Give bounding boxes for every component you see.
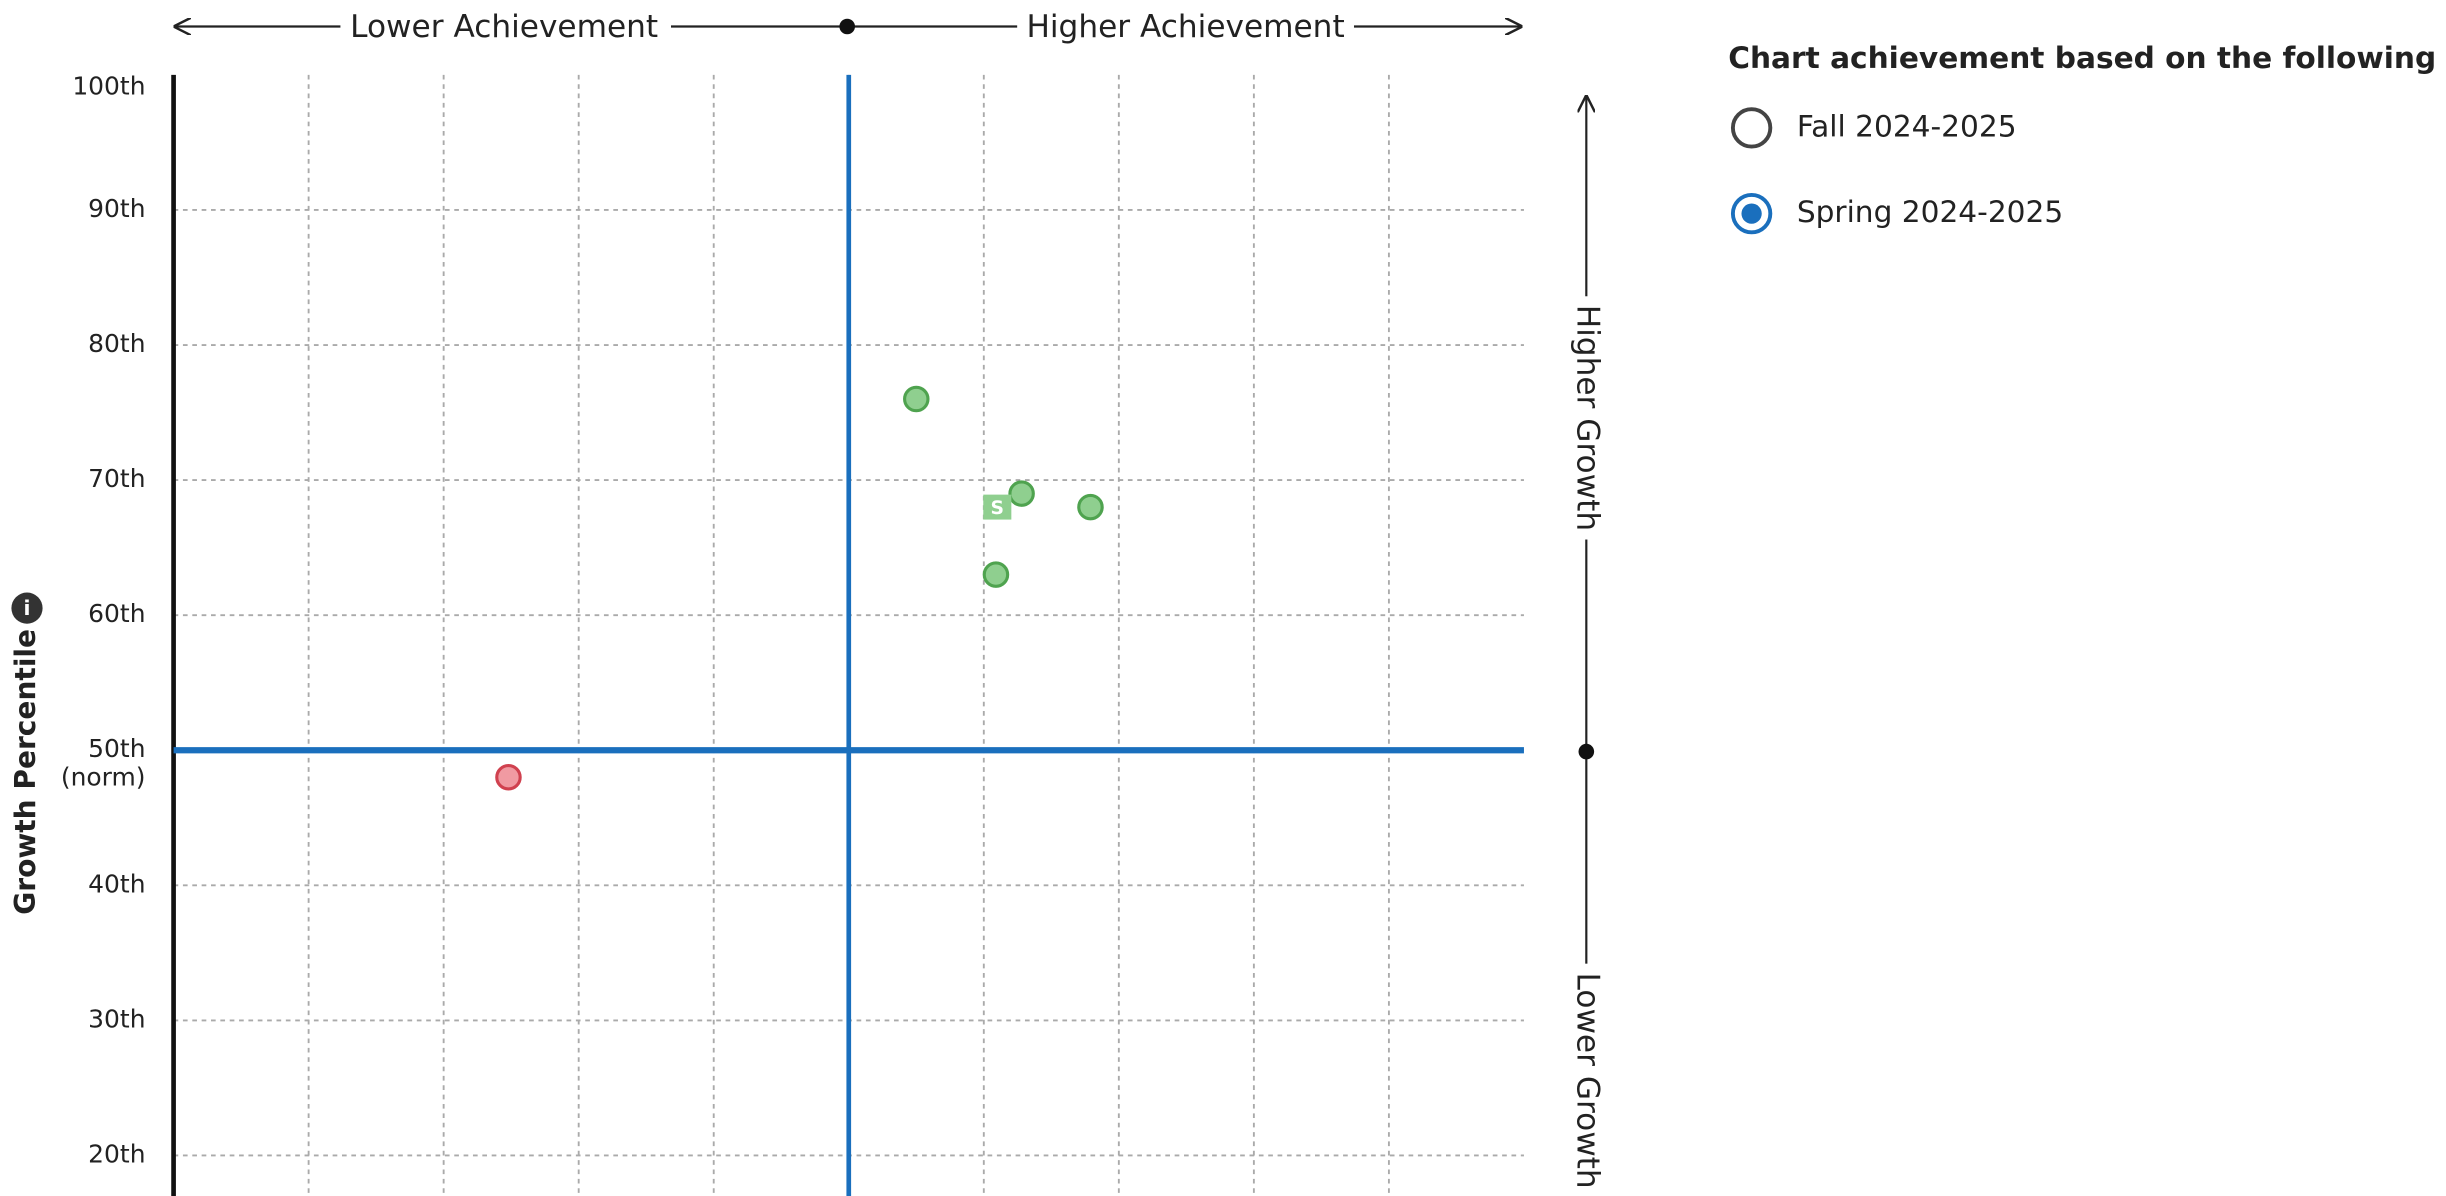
radio-button[interactable]	[1730, 107, 1773, 149]
y-tick-label: 90th	[88, 194, 145, 223]
radio-dot	[1741, 203, 1762, 224]
higher-growth: Higher Growth	[1569, 305, 1605, 531]
data-point[interactable]	[982, 561, 1010, 588]
higher-achievement: Higher Achievement	[1026, 9, 1344, 45]
y-tick-label: 20th	[88, 1139, 145, 1168]
arrow-dot	[839, 18, 855, 35]
data-point[interactable]	[495, 764, 522, 791]
data-point[interactable]	[903, 385, 930, 413]
label-bg	[340, 6, 671, 47]
data-point[interactable]	[1077, 493, 1104, 521]
y-tick-label: 50th	[88, 734, 145, 763]
y-tick-label: 40th	[88, 869, 145, 898]
y-tick-label: 100th	[72, 71, 145, 100]
term-options: Fall 2024-2025 Spring 2024-2025	[1730, 107, 2063, 235]
plot: 100th 90th 80th 70th 60th 50th(norm) 40th 30th 2…	[61, 71, 1524, 1196]
norm-label: (norm)	[61, 762, 146, 791]
y-tick-label: 30th	[88, 1004, 145, 1033]
lower-growth: Lower Growth	[1569, 973, 1605, 1189]
y-tick-label: 60th	[88, 599, 145, 628]
info-icon[interactable]	[11, 592, 43, 624]
y-tick-label: 70th	[88, 464, 145, 493]
y-tick-label: 80th	[88, 329, 145, 358]
label-bg	[1017, 6, 1354, 47]
y-axis-label: Growth Percentile	[9, 629, 42, 915]
radio-label[interactable]: Spring 2024-2025	[1797, 195, 2063, 229]
arrow-dot	[1578, 743, 1595, 760]
selector-title: Chart achievement based on the following…	[1728, 41, 2446, 75]
data-point[interactable]	[1008, 480, 1035, 507]
student-marker[interactable]	[983, 494, 1012, 520]
radio-label[interactable]: Fall 2024-2025	[1797, 109, 2017, 143]
marker-label: S	[991, 498, 1004, 519]
info-icon-glyph: i	[24, 596, 31, 620]
label-bg	[1562, 296, 1610, 540]
label-bg	[1562, 963, 1610, 1196]
lower-achievement: Lower Achievement	[350, 9, 658, 45]
